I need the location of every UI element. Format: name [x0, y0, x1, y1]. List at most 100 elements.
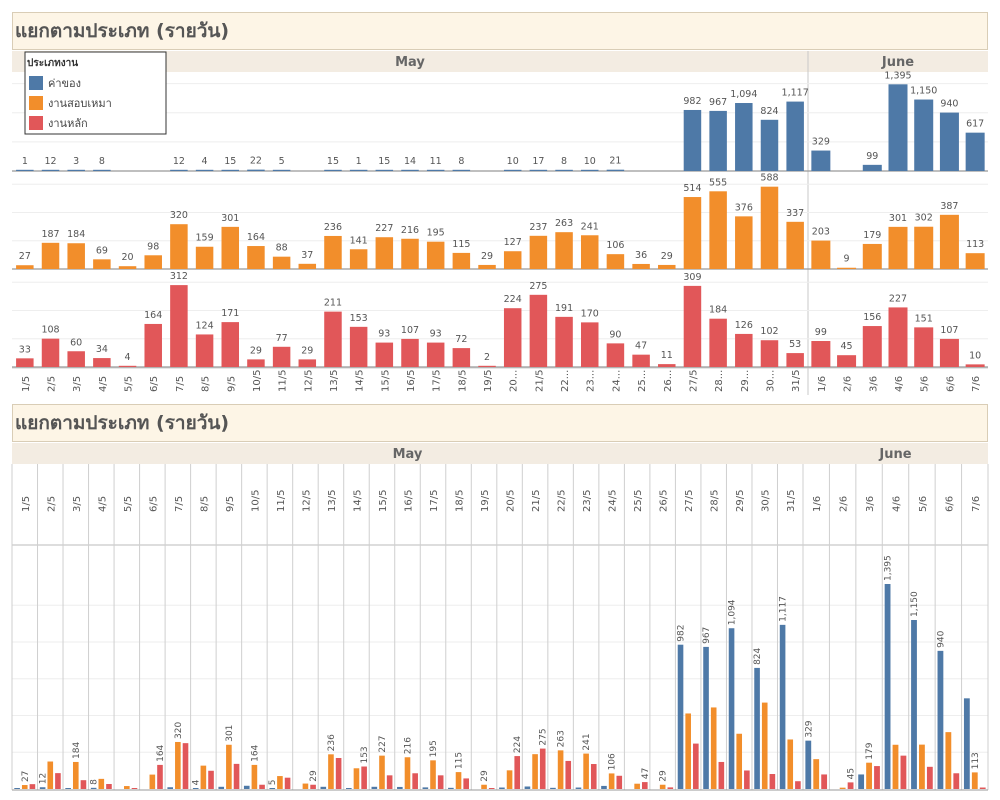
bar-1	[452, 252, 471, 269]
bar-1	[965, 253, 985, 269]
bar-1	[324, 235, 342, 269]
data-label: 47	[635, 341, 647, 352]
bar-2	[555, 316, 573, 367]
bar-2	[580, 322, 599, 367]
data-label: 236	[327, 734, 337, 751]
bar-0	[375, 169, 394, 171]
x-tick-label: 2/6	[843, 376, 854, 392]
data-label: 29	[301, 345, 313, 356]
x-tick-label: 1/5	[21, 496, 32, 512]
bar-1	[426, 241, 445, 269]
data-label: 227	[889, 293, 907, 304]
bar-1	[735, 216, 753, 269]
bar-2	[709, 318, 727, 367]
bar-2	[170, 285, 188, 367]
bar-2	[284, 777, 291, 789]
data-label: 224	[504, 294, 522, 305]
x-tick-label: 20/5	[506, 490, 517, 512]
x-tick-label: 13/5	[327, 490, 338, 512]
bar-2	[735, 333, 753, 367]
data-label: 141	[350, 235, 368, 246]
bar-1	[761, 702, 768, 789]
x-tick-label: 24...	[611, 370, 622, 392]
bar-2	[811, 341, 831, 367]
bar-2	[667, 787, 674, 789]
data-label: 8	[90, 779, 100, 785]
x-tick-label: 16/5	[404, 490, 415, 512]
bar-2	[233, 763, 240, 789]
bar-2	[16, 358, 34, 367]
bar-0	[272, 169, 291, 171]
x-tick-label: 4/6	[892, 496, 903, 512]
data-label: 967	[702, 627, 712, 644]
bar-0	[754, 667, 760, 789]
bar-0	[703, 646, 709, 789]
x-tick-label: 21/5	[531, 490, 542, 512]
bar-1	[813, 759, 820, 789]
data-label: 11	[430, 156, 442, 167]
bar-1	[557, 750, 564, 789]
data-label: 195	[429, 740, 439, 757]
data-label: 3	[73, 156, 79, 167]
data-label: 312	[170, 271, 188, 282]
x-tick-label: 28/5	[710, 490, 721, 512]
data-label: 45	[841, 341, 853, 352]
data-label: 124	[196, 320, 214, 331]
bar-0	[937, 650, 944, 789]
bar-1	[67, 243, 85, 269]
data-label: 227	[378, 735, 388, 752]
bar-1	[709, 191, 727, 269]
bar-2	[914, 327, 934, 367]
data-label: 11	[661, 350, 673, 361]
legend-swatch-0	[29, 76, 43, 90]
bar-0	[728, 628, 735, 789]
data-label: 555	[709, 177, 727, 188]
bar-2	[67, 351, 85, 367]
x-tick-label: 30...	[765, 370, 776, 392]
data-label: 1,094	[728, 599, 738, 625]
data-label: 275	[529, 281, 547, 292]
data-label: 1	[356, 156, 362, 167]
x-tick-label: 26...	[663, 370, 674, 392]
x-tick-label: 3/5	[72, 496, 83, 512]
data-label: 376	[735, 202, 753, 213]
bar-1	[298, 263, 317, 269]
month-label-may: May	[395, 55, 425, 70]
bar-0	[811, 150, 831, 171]
bar-1	[221, 226, 240, 269]
bar-1	[175, 741, 181, 789]
x-tick-label: 31/5	[791, 370, 802, 392]
data-label: 106	[606, 240, 624, 251]
data-label: 34	[96, 344, 108, 355]
data-label: 106	[608, 753, 618, 770]
x-tick-label: 4/5	[98, 376, 109, 392]
bar-2	[437, 775, 444, 789]
bar-1	[251, 764, 258, 789]
bar-1	[353, 768, 360, 789]
bar-1	[606, 254, 625, 269]
month-label-june-2: June	[878, 447, 911, 462]
bar-2	[324, 311, 342, 367]
data-label: 588	[760, 173, 778, 184]
data-label: 514	[683, 183, 701, 194]
bar-0	[320, 786, 327, 789]
bar-0	[550, 787, 556, 789]
x-tick-label: 4/6	[894, 376, 905, 392]
bar-2	[426, 342, 445, 367]
bar-1	[195, 246, 214, 269]
bar-0	[735, 103, 753, 171]
bar-1	[914, 226, 934, 269]
data-label: 29	[661, 251, 673, 262]
bar-1	[144, 255, 162, 269]
bar-2	[786, 353, 804, 367]
bar-2	[503, 308, 522, 367]
bar-2	[361, 766, 367, 789]
data-label: 191	[555, 303, 573, 314]
x-tick-label: 1/6	[817, 376, 828, 392]
bar-2	[539, 748, 546, 789]
data-label: 53	[789, 339, 801, 350]
data-label: 236	[324, 222, 342, 233]
bar-0	[401, 169, 419, 171]
data-label: 216	[401, 225, 419, 236]
bar-1	[787, 739, 794, 789]
